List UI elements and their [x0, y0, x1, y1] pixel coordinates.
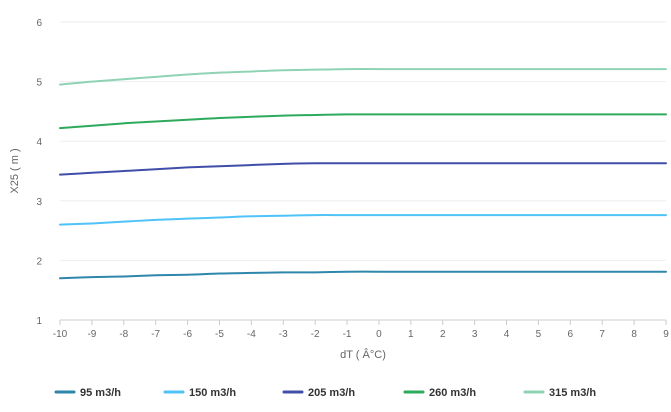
series-layer: [59, 68, 667, 280]
legend: 95 m3/h 150 m3/h 205 m3/h 260 m3/h 315 m3/h: [54, 387, 596, 399]
legend-label-0: 95 m3/h: [80, 387, 121, 399]
x-tick-label: -8: [119, 329, 128, 340]
x-tick-label: -4: [247, 329, 256, 340]
x-tick-label: 4: [504, 329, 510, 340]
x-tick-label: -3: [279, 329, 288, 340]
y-tick-label: 1: [36, 316, 42, 327]
series-line-2: [59, 162, 667, 176]
series-line-1: [59, 214, 667, 226]
series-line-4: [59, 68, 667, 86]
grid-layer: [60, 21, 666, 321]
x-tick-label: 9: [663, 329, 669, 340]
y-tick-label: 5: [36, 78, 42, 89]
x-axis-title: dT ( Â°C): [340, 348, 386, 361]
legend-label-2: 205 m3/h: [308, 387, 355, 399]
x-tick-label: -1: [343, 329, 352, 340]
x-tick-label: -6: [183, 329, 192, 340]
x-tick-label: 7: [599, 329, 605, 340]
y-tick-label: 4: [36, 137, 42, 148]
series-line-0: [59, 270, 667, 280]
legend-label-4: 315 m3/h: [549, 387, 596, 399]
x-tick-label: 6: [568, 329, 574, 340]
x-tick-label: 1: [408, 329, 414, 340]
x-tick-label: 0: [376, 329, 382, 340]
x-tick-label: -5: [215, 329, 224, 340]
legend-label-3: 260 m3/h: [429, 387, 476, 399]
y-axis-title: X25 ( m ): [9, 148, 21, 193]
x-tick-label: -7: [151, 329, 160, 340]
x-tick-label: 3: [472, 329, 478, 340]
series-line-3: [59, 113, 667, 130]
x-tick-label: -10: [53, 329, 68, 340]
x-tick-label: 2: [440, 329, 446, 340]
x-tick-label: 8: [631, 329, 637, 340]
y-tick-label: 6: [36, 18, 42, 29]
y-tick-label: 2: [36, 256, 42, 267]
x-tick-label: 5: [536, 329, 542, 340]
x-tick-label: -2: [311, 329, 320, 340]
x-tick-label: -9: [87, 329, 96, 340]
y-tick-label: 3: [36, 197, 42, 208]
legend-label-1: 150 m3/h: [189, 387, 236, 399]
